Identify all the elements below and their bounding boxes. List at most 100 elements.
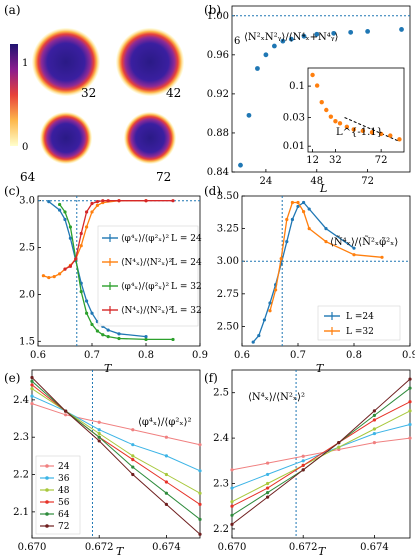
inset-data-point xyxy=(333,119,338,124)
panel-b-ticks: 24 48 72 0.84 0.88 0.92 0.96 1.00 xyxy=(207,11,374,187)
panel-b-xlabel: L xyxy=(319,182,327,195)
inset-x-tick-label: 72 xyxy=(375,155,388,166)
panel-d-label: (d) xyxy=(204,184,221,198)
data-point xyxy=(90,210,94,214)
data-point xyxy=(95,329,99,333)
data-point xyxy=(337,441,341,445)
inset-data-point xyxy=(397,137,402,142)
disk-42 xyxy=(116,28,184,96)
data-point xyxy=(266,461,270,465)
data-point xyxy=(280,38,286,44)
x-tick-label: 0.672 xyxy=(289,542,318,553)
data-point xyxy=(301,468,305,472)
panel-c: (c) 0.6 0.7 0.8 0.9 1.5 2.0 2.5 3.0 T ⟨φ⁴ₓ⟩/⟨φ²… xyxy=(4,184,208,375)
x-tick-label: 0.7 xyxy=(290,350,306,361)
y-tick-label: 2.50 xyxy=(217,321,239,332)
inset-x-tick-label: 12 xyxy=(306,155,319,166)
data-point xyxy=(79,231,83,236)
y-tick-label: 1.00 xyxy=(207,11,229,22)
inset-data-point xyxy=(344,124,350,130)
data-point xyxy=(164,472,168,477)
data-point xyxy=(106,335,110,339)
panel-c-axes xyxy=(37,195,201,347)
data-point xyxy=(314,31,320,37)
data-point xyxy=(408,422,412,427)
disk-64 xyxy=(40,112,92,164)
data-point xyxy=(271,43,277,49)
data-point xyxy=(337,445,341,449)
data-point xyxy=(95,200,99,204)
legend-label: 36 xyxy=(58,474,70,484)
y-tick-label: 2.1 xyxy=(13,507,29,518)
panel-d: (d) 0.6 0.7 0.8 0.9 2.50 2.75 3.00 3.25 3.50 ⟨Ñ⁴… xyxy=(204,184,415,375)
data-point xyxy=(337,447,341,452)
legend-ratio: ⟨N⁴ₓ⟩/⟨N²ₓ⟩² xyxy=(121,258,173,268)
panel-f-label: (f) xyxy=(204,371,218,385)
disk-72 xyxy=(124,112,176,164)
panel-e-legend-entries: 24 36 48 56 64 72 xyxy=(40,462,70,532)
panel-d-legend-entries: L =24 L =32 xyxy=(324,312,374,337)
data-point xyxy=(68,236,72,240)
legend-ratio: ⟨φ⁴ₓ⟩/⟨φ²ₓ⟩² xyxy=(121,282,170,292)
series-line xyxy=(231,378,411,525)
data-point xyxy=(58,208,62,212)
data-point xyxy=(290,217,294,222)
panel-b-inset-annotation: L^{-1.1} xyxy=(336,127,383,138)
colorbar-tick-bottom: 0 xyxy=(22,142,28,153)
inset-data-point xyxy=(310,72,315,78)
data-point xyxy=(164,502,168,506)
data-point xyxy=(90,201,94,206)
data-point xyxy=(408,377,412,381)
y-tick-label: 3.0 xyxy=(19,196,35,207)
panel-b-annotation: ⟨N²ₓN²ᵧ⟩/⟨N⁴ₓ+N⁴ᵧ⟩ xyxy=(244,32,338,43)
y-tick-label: 2.3 xyxy=(13,432,29,443)
inset-data-point xyxy=(369,130,375,135)
data-point xyxy=(101,199,105,203)
legend-marker xyxy=(45,512,49,516)
x-tick-label: 0.672 xyxy=(85,542,114,553)
data-point xyxy=(144,335,148,339)
data-point xyxy=(198,532,202,536)
data-point xyxy=(79,290,83,294)
series-line xyxy=(31,403,201,446)
y-tick-label: 2.3 xyxy=(213,479,229,490)
data-point xyxy=(63,217,67,222)
panel-e-xlabel: T xyxy=(116,545,125,558)
x-tick-label: 0.670 xyxy=(18,542,47,553)
inset-data-point xyxy=(324,107,329,113)
data-point xyxy=(68,264,72,268)
disk-label-32: 32 xyxy=(81,86,96,100)
inset-data-point xyxy=(314,83,320,88)
data-point xyxy=(352,253,356,257)
data-point xyxy=(230,513,234,517)
data-point xyxy=(331,30,337,36)
disk-label-72: 72 xyxy=(156,170,171,184)
data-point xyxy=(301,454,305,458)
x-tick-label: 0.7 xyxy=(84,350,100,361)
y-tick-label: 2.2 xyxy=(213,524,229,535)
disk-label-64: 64 xyxy=(20,170,36,184)
panel-b: (b) 24 48 72 0.84 0.88 0.92 0.96 1.00 6 ⟨N²ₓN²ᵧ… xyxy=(204,3,411,195)
x-tick-label: 0.674 xyxy=(360,542,389,553)
colorbar-tick-top: 1 xyxy=(22,58,28,69)
data-point xyxy=(74,257,78,261)
data-point xyxy=(131,443,135,447)
panel-a: (a) 1 0 32 42 64 72 xyxy=(4,3,184,184)
data-point xyxy=(30,387,34,391)
data-point xyxy=(97,420,101,424)
data-point xyxy=(30,379,34,383)
y-tick-label: 2.4 xyxy=(213,433,229,444)
series-line xyxy=(231,437,411,471)
y-tick-label: 1.5 xyxy=(19,336,35,347)
disk-label-42: 42 xyxy=(166,86,181,100)
panel-c-content: 0.6 0.7 0.8 0.9 1.5 2.0 2.5 3.0 xyxy=(19,196,208,361)
legend-size: L = 32 xyxy=(171,282,202,292)
series-line xyxy=(231,401,411,507)
data-point xyxy=(68,225,72,229)
data-point xyxy=(268,309,272,313)
x-tick-label: 0.6 xyxy=(234,350,250,361)
legend-marker xyxy=(45,524,49,528)
data-point xyxy=(117,336,121,341)
data-point xyxy=(255,66,260,71)
legend-size: L = 32 xyxy=(171,306,202,316)
